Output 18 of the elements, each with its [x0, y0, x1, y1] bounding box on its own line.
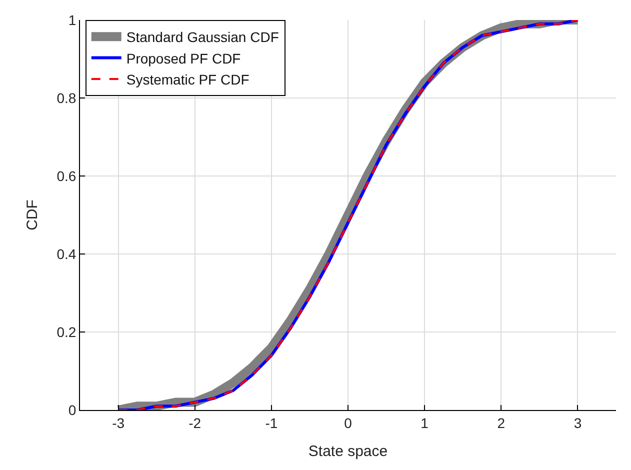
x-tick-label: -1 [265, 414, 278, 431]
legend-label: Proposed PF CDF [126, 50, 241, 66]
x-tick-label: 0 [344, 414, 352, 431]
x-tick-label: -3 [112, 414, 125, 431]
y-tick-label: 0 [68, 402, 76, 418]
x-tick-label: -2 [188, 414, 202, 431]
y-tick-label: 0.8 [56, 90, 76, 106]
y-axis-title: CDF [24, 200, 41, 230]
y-tick-label: 0.4 [56, 246, 76, 262]
legend-label: Standard Gaussian CDF [126, 29, 279, 46]
legend-label: Systematic PF CDF [126, 71, 250, 88]
y-tick-label: 1 [68, 12, 76, 28]
x-tick-label: 2 [497, 414, 506, 431]
x-tick-label: 1 [420, 414, 429, 431]
x-tick-label: 3 [574, 414, 582, 431]
x-axis-title: State space [308, 442, 388, 460]
y-tick-label: 0.2 [56, 324, 76, 340]
y-tick-label: 0.6 [56, 168, 76, 184]
